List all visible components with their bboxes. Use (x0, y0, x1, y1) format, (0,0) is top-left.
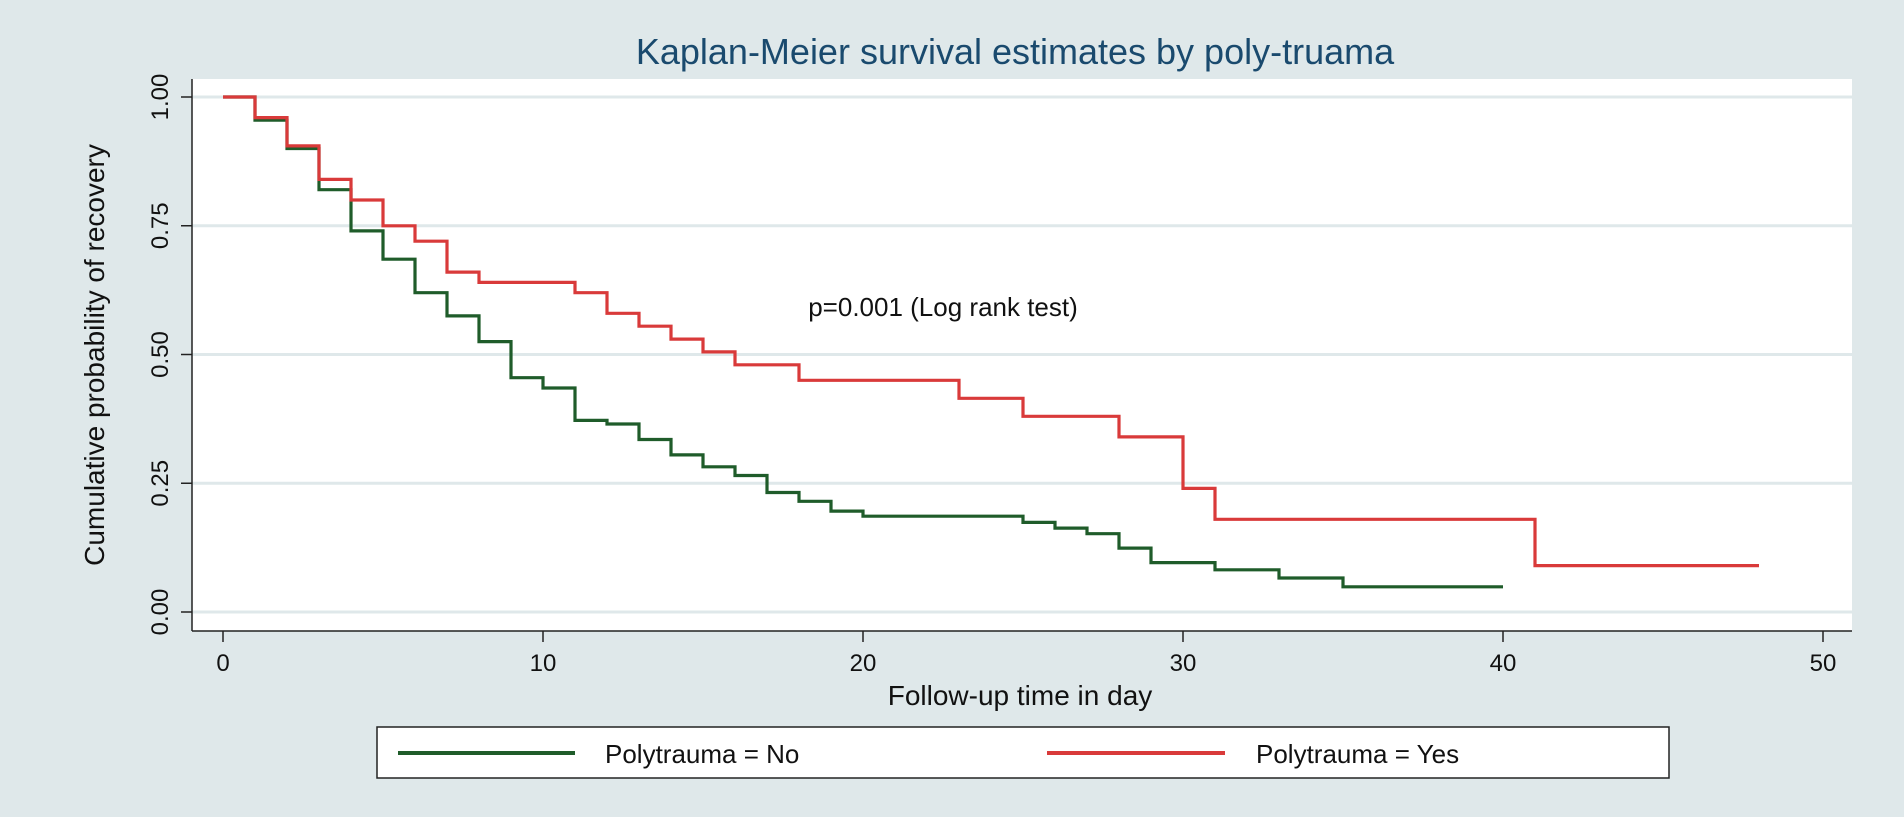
y-axis-label: Cumulative probability of recovery (79, 144, 110, 566)
y-tick-label-3: 0.75 (147, 202, 174, 249)
x-tick-label-3: 30 (1170, 650, 1197, 677)
x-tick-label-5: 50 (1810, 650, 1837, 677)
x-tick-label-4: 40 (1490, 650, 1517, 677)
legend-label-yes: Polytrauma = Yes (1256, 739, 1459, 769)
log-rank-annotation: p=0.001 (Log rank test) (808, 292, 1078, 322)
chart-title: Kaplan-Meier survival estimates by poly-… (636, 31, 1395, 72)
series-line-polytrauma-yes (223, 95, 1759, 568)
x-tick-label-1: 10 (530, 650, 557, 677)
y-tick-label-2: 0.50 (147, 331, 174, 378)
y-tick-label-4: 1.00 (147, 74, 174, 121)
x-axis-label: Follow-up time in day (888, 680, 1153, 711)
series-lines (223, 95, 1759, 589)
y-tick-label-0: 0.00 (147, 589, 174, 636)
y-tick-label-1: 0.25 (147, 460, 174, 507)
x-tick-label-0: 0 (216, 650, 229, 677)
legend-label-no: Polytrauma = No (605, 739, 799, 769)
series-line-polytrauma-no (223, 95, 1503, 589)
axes: 0.00 0.25 0.50 0.75 1.00 0 10 20 30 40 50 (147, 74, 1852, 677)
legend: Polytrauma = No Polytrauma = Yes (376, 726, 1670, 779)
gridlines (192, 95, 1852, 614)
x-tick-label-2: 20 (850, 650, 877, 677)
legend-box (376, 726, 1670, 779)
